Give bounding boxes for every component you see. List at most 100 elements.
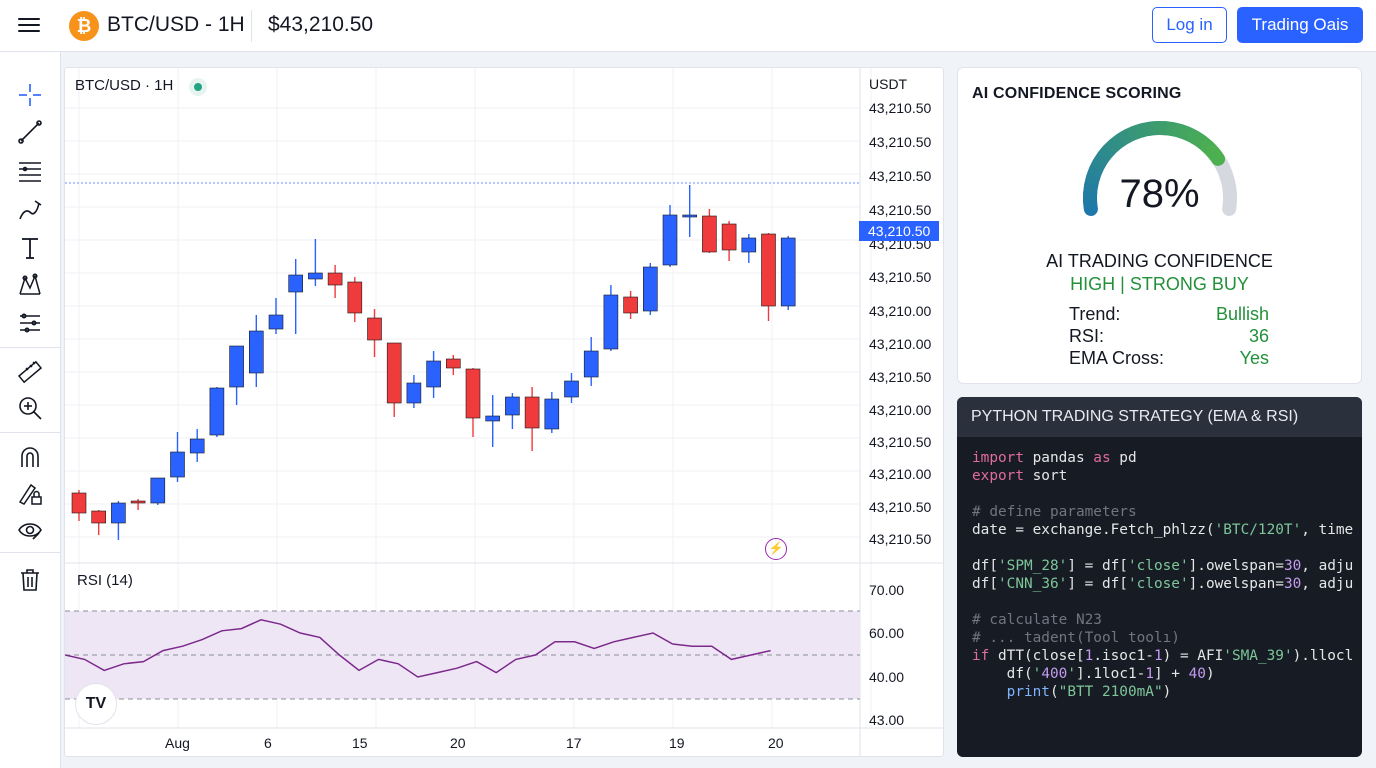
- price-axis-label: 43,210.00: [869, 466, 932, 482]
- price-axis-label: 43,210.50: [869, 499, 932, 515]
- drawing-toolbar: [0, 52, 61, 768]
- brush-icon[interactable]: [15, 195, 45, 225]
- candle-down: [721, 223, 737, 251]
- hamburger-menu-icon[interactable]: [16, 14, 42, 38]
- candle-up: [268, 314, 284, 330]
- candle-up: [249, 330, 264, 374]
- stat-value: Yes: [1239, 348, 1269, 368]
- ai-confidence-panel: AI CONFIDENCE SCORING 78% AI TRADING CON…: [957, 67, 1362, 384]
- candle-down: [347, 281, 363, 314]
- candle-up: [426, 360, 441, 388]
- code-line: [972, 539, 1362, 557]
- price-unit-label: USDT: [869, 76, 908, 92]
- confidence-gauge: [1083, 121, 1237, 216]
- candle-up: [229, 345, 244, 388]
- prediction-icon[interactable]: [15, 308, 45, 338]
- candle-down: [702, 215, 717, 253]
- lightning-icon[interactable]: ⚡: [765, 538, 787, 560]
- candle-up: [505, 396, 520, 416]
- candle-up: [209, 387, 225, 436]
- confidence-signal: HIGH | STRONG BUY: [1070, 274, 1249, 294]
- code-line: df('400'].1loc1-1] + 40): [972, 666, 1215, 682]
- magnet-icon[interactable]: [15, 442, 45, 472]
- stat-row-trend: Trend: Bullish: [1069, 304, 1269, 326]
- price-axis-label: 43,210.00: [869, 336, 932, 352]
- horizontal-lines-icon[interactable]: [15, 156, 45, 186]
- candle-up: [564, 380, 579, 398]
- price-chart[interactable]: [65, 68, 944, 757]
- code-editor[interactable]: import pandas as pd export sort # define p…: [972, 449, 1362, 701]
- candle-up: [780, 237, 796, 307]
- eye-icon[interactable]: [15, 515, 45, 545]
- code-line: print("BTT 2100mA"): [1006, 684, 1172, 700]
- toolbar-divider: [0, 347, 61, 348]
- tradingview-logo-icon[interactable]: TV: [75, 683, 117, 725]
- candle-up: [189, 438, 205, 454]
- candle-up: [662, 214, 678, 266]
- candle-up: [170, 451, 185, 478]
- code-line: date = exchange.Fetch_phlzz('BTC/120T', …: [972, 522, 1354, 538]
- candle-down: [386, 342, 402, 404]
- candle-down: [524, 396, 540, 429]
- code-line: # calculate N23: [972, 612, 1102, 628]
- chart-panel[interactable]: BTC/USD · 1H USDT 43,210.50 43,210.50 43…: [64, 67, 944, 757]
- rsi-axis-label: 40.00: [869, 669, 905, 685]
- price-axis-label: 43,210.50: [869, 434, 932, 450]
- price-axis-label: 43,210.50: [869, 168, 932, 184]
- candle-up: [603, 294, 619, 350]
- candle-down: [761, 233, 776, 307]
- stat-value: 36: [1248, 326, 1269, 346]
- rsi-title: RSI (14): [77, 572, 133, 589]
- crosshair-icon[interactable]: [15, 80, 45, 110]
- trading-button[interactable]: Trading Oais: [1237, 7, 1363, 43]
- candle-down: [445, 358, 461, 369]
- stat-value: Bullish: [1215, 304, 1269, 324]
- price-axis-label: 43,210.50: [869, 531, 932, 547]
- stat-key: EMA Cross:: [1069, 348, 1165, 368]
- login-button[interactable]: Log in: [1152, 7, 1227, 43]
- candle-up: [485, 415, 501, 422]
- candle-down: [91, 510, 107, 524]
- stat-row-rsi: RSI: 36: [1069, 326, 1269, 348]
- rsi-axis-label: 70.00: [869, 582, 905, 598]
- code-line: if dTT(close[1.isoc1-1) = AFI'SMA_39').l…: [972, 648, 1354, 664]
- stat-key: Trend:: [1069, 304, 1121, 324]
- trash-icon[interactable]: [15, 565, 45, 595]
- price-axis-label: 43,210.50: [869, 269, 932, 285]
- code-line: [972, 485, 1362, 503]
- text-icon[interactable]: [15, 233, 45, 263]
- price-axis-label: 43,210.00: [869, 303, 932, 319]
- pattern-icon[interactable]: [15, 270, 45, 300]
- ruler-icon[interactable]: [15, 357, 45, 387]
- current-price-tag: 43,210.50: [859, 221, 939, 241]
- candle-up: [642, 266, 658, 312]
- rsi-axis-label: 43.00: [869, 712, 905, 728]
- code-line: # ... tadent(Tool toolı): [972, 630, 1180, 646]
- time-axis-label: 20: [768, 735, 784, 751]
- confidence-value: 78%: [1119, 172, 1200, 216]
- strategy-code-panel[interactable]: PYTHON TRADING STRATEGY (EMA & RSI) impo…: [957, 397, 1362, 757]
- candle-up: [308, 272, 323, 280]
- candle-down: [71, 492, 87, 514]
- candle-down: [130, 500, 146, 504]
- zoom-in-icon[interactable]: [15, 393, 45, 423]
- time-axis-label: 20: [450, 735, 466, 751]
- time-axis-label: Aug: [165, 735, 190, 751]
- bitcoin-logo-icon: ₿: [69, 11, 99, 41]
- candle-up: [150, 477, 166, 504]
- time-axis-label: 19: [669, 735, 685, 751]
- time-axis-label: 6: [264, 735, 272, 751]
- symbol-title[interactable]: BTC/USD - 1H: [107, 13, 245, 36]
- rsi-line: [65, 619, 771, 678]
- candle-up: [288, 274, 303, 293]
- trend-line-icon[interactable]: [15, 117, 45, 147]
- stat-row-ema: EMA Cross: Yes: [1069, 348, 1269, 370]
- live-status-icon: [189, 78, 207, 96]
- current-price: $43,210.50: [268, 13, 374, 36]
- candle-down: [327, 272, 343, 286]
- chart-symbol-label: BTC/USD · 1H: [75, 77, 174, 94]
- lock-drawing-icon[interactable]: [15, 479, 45, 509]
- code-line: import pandas as pd: [972, 450, 1137, 466]
- code-line: [972, 593, 1362, 611]
- top-bar: ₿ BTC/USD - 1H $43,210.50 Log in Trading…: [0, 0, 1376, 52]
